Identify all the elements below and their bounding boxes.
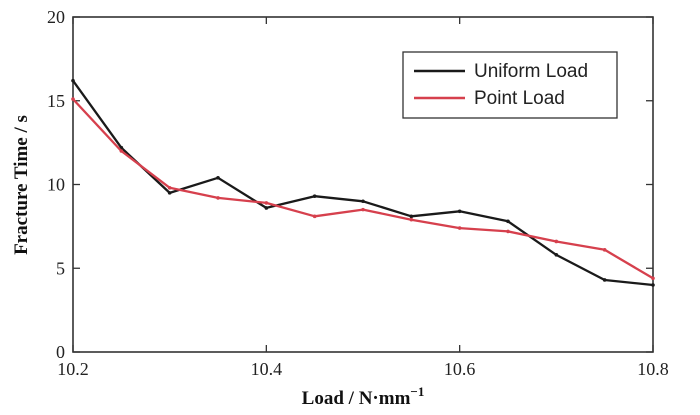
data-point-point-load <box>71 97 75 101</box>
data-point-uniform-load <box>409 214 414 219</box>
series-lines <box>71 78 655 287</box>
y-axis-label: Fracture Time / s <box>11 115 32 255</box>
data-point-point-load <box>216 196 220 200</box>
data-point-uniform-load <box>216 176 220 180</box>
data-point-uniform-load <box>602 278 607 282</box>
data-point-uniform-load <box>264 206 269 210</box>
series-line-point-load <box>72 98 654 280</box>
x-tick-label: 10.2 <box>57 359 89 379</box>
legend-label-point-load: Point Load <box>474 88 565 109</box>
data-point-uniform-load <box>457 209 462 214</box>
data-point-point-load <box>457 226 462 230</box>
x-axis-label: Load / N·mm−1 <box>302 384 425 409</box>
data-point-uniform-load <box>554 253 559 257</box>
data-point-point-load <box>409 217 414 222</box>
y-tick-label: 15 <box>47 91 65 111</box>
data-point-point-load <box>361 207 365 212</box>
data-point-point-load <box>119 149 124 153</box>
x-tick-label: 10.6 <box>444 359 476 379</box>
data-point-uniform-load <box>506 219 510 224</box>
data-point-point-load <box>506 229 510 234</box>
data-point-point-load <box>264 201 269 205</box>
data-point-uniform-load <box>312 194 317 199</box>
x-tick-label: 10.8 <box>637 359 669 379</box>
x-tick-label: 10.4 <box>251 359 283 379</box>
y-tick-label: 10 <box>47 175 65 195</box>
axis-ticks <box>72 16 654 353</box>
data-point-uniform-load <box>167 191 172 195</box>
data-point-uniform-load <box>361 199 365 204</box>
legend: Uniform Load Point Load <box>402 51 618 119</box>
data-point-point-load <box>554 239 559 244</box>
y-tick-label: 5 <box>56 258 65 278</box>
tick-labels: 10.2 10.4 10.6 10.8 0 5 10 15 20 <box>47 7 669 379</box>
data-point-uniform-load <box>651 283 655 287</box>
y-tick-label: 20 <box>47 7 65 27</box>
legend-label-uniform-load: Uniform Load <box>474 61 588 82</box>
data-point-point-load <box>312 214 317 219</box>
data-point-point-load <box>167 186 172 190</box>
data-point-point-load <box>651 276 655 281</box>
data-point-point-load <box>602 248 607 252</box>
y-tick-label: 0 <box>56 342 65 362</box>
data-point-uniform-load <box>71 78 75 83</box>
legend-box <box>402 51 618 119</box>
